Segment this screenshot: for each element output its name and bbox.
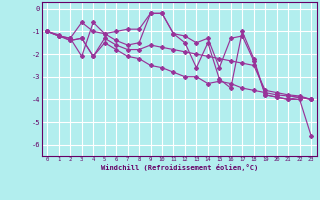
- X-axis label: Windchill (Refroidissement éolien,°C): Windchill (Refroidissement éolien,°C): [100, 164, 258, 171]
